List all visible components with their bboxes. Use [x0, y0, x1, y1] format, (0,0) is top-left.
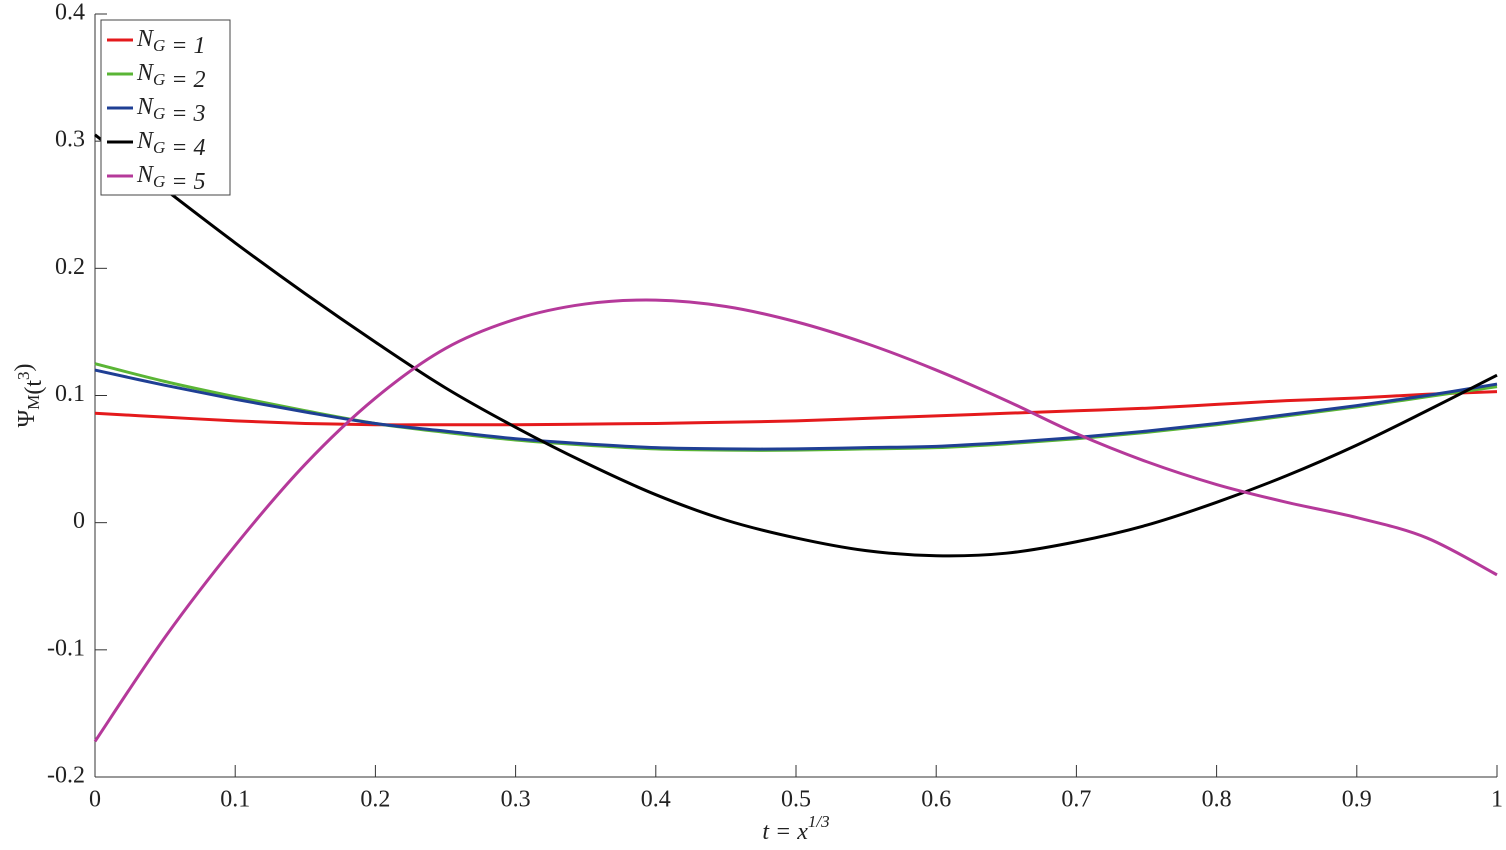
legend-label: NG = 3 [136, 94, 206, 127]
x-tick-label: 0.3 [501, 787, 531, 813]
legend-label: NG = 2 [136, 60, 206, 93]
y-tick-label: -0.2 [47, 763, 85, 789]
x-axis-label: t = x1/3 [762, 812, 829, 845]
x-tick-label: 0.1 [220, 787, 250, 813]
y-tick-label: 0.1 [55, 381, 85, 407]
y-axis-label: ΨM(t3) [11, 363, 47, 427]
y-tick-label: 0.4 [55, 0, 85, 26]
y-tick-label: -0.1 [47, 635, 85, 661]
x-tick-label: 0.2 [360, 787, 390, 813]
legend-label: NG = 1 [136, 26, 206, 59]
y-tick-label: 0.3 [55, 127, 85, 153]
x-tick-label: 0.9 [1342, 787, 1372, 813]
x-tick-label: 0.6 [921, 787, 951, 813]
y-tick-label: 0.2 [55, 254, 85, 280]
x-tick-label: 0.4 [641, 787, 671, 813]
x-tick-label: 0 [89, 787, 101, 813]
x-tick-label: 0.7 [1061, 787, 1091, 813]
x-tick-label: 1 [1491, 787, 1503, 813]
series-line [94, 368, 1498, 451]
x-tick-label: 0.8 [1202, 787, 1232, 813]
legend-label: NG = 4 [136, 128, 206, 161]
legend-label: NG = 5 [136, 162, 206, 195]
series-line [93, 298, 1498, 743]
series-line [94, 133, 1498, 558]
series-line [94, 362, 1498, 452]
series-line [94, 390, 1498, 427]
y-tick-label: 0 [73, 508, 85, 534]
x-tick-label: 0.5 [781, 787, 811, 813]
